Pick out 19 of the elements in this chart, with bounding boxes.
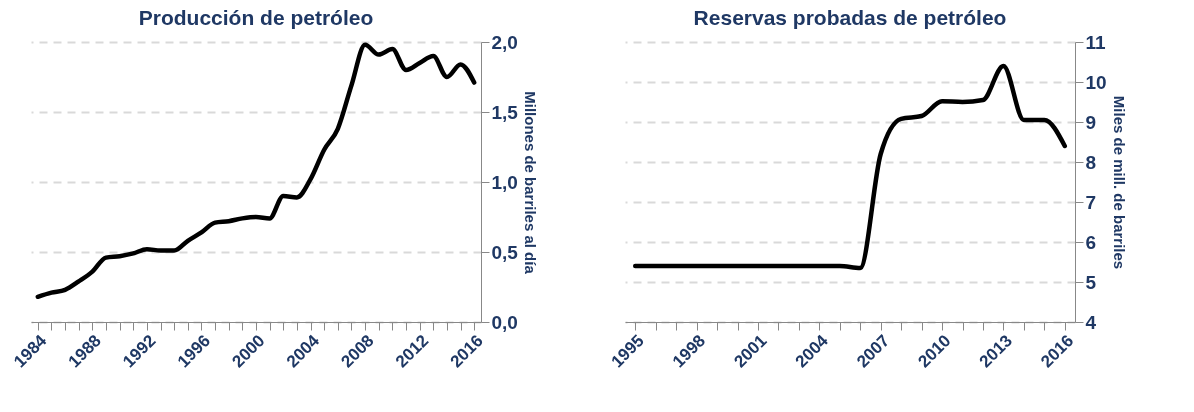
- line-series: [35, 42, 477, 300]
- chart-title: Reservas probadas de petróleo: [693, 6, 1007, 29]
- chart-title: Producción de petróleo: [138, 6, 374, 29]
- y-tick-label: 0,0: [491, 311, 518, 333]
- y-tick-label: 8: [1085, 151, 1097, 173]
- y-tick-label: 1,0: [491, 171, 518, 193]
- y-tick-label: 6: [1085, 231, 1097, 253]
- y-tick-label: 11: [1085, 31, 1107, 53]
- y-tick-label: 5: [1085, 271, 1097, 293]
- y-tick-label: 4: [1085, 311, 1097, 333]
- y-tick-label: 10: [1085, 71, 1107, 93]
- y-tick-label: 9: [1085, 111, 1097, 133]
- y-axis-title: Miles de mill. de barriles: [1110, 95, 1128, 270]
- y-tick-label: 0,5: [491, 241, 519, 263]
- y-tick-label: 1,5: [491, 101, 519, 123]
- y-axis-title: Millones de barriles al día: [521, 91, 539, 275]
- y-tick-label: 2,0: [491, 31, 518, 53]
- line-series: [632, 63, 1068, 271]
- y-tick-label: 7: [1085, 191, 1097, 213]
